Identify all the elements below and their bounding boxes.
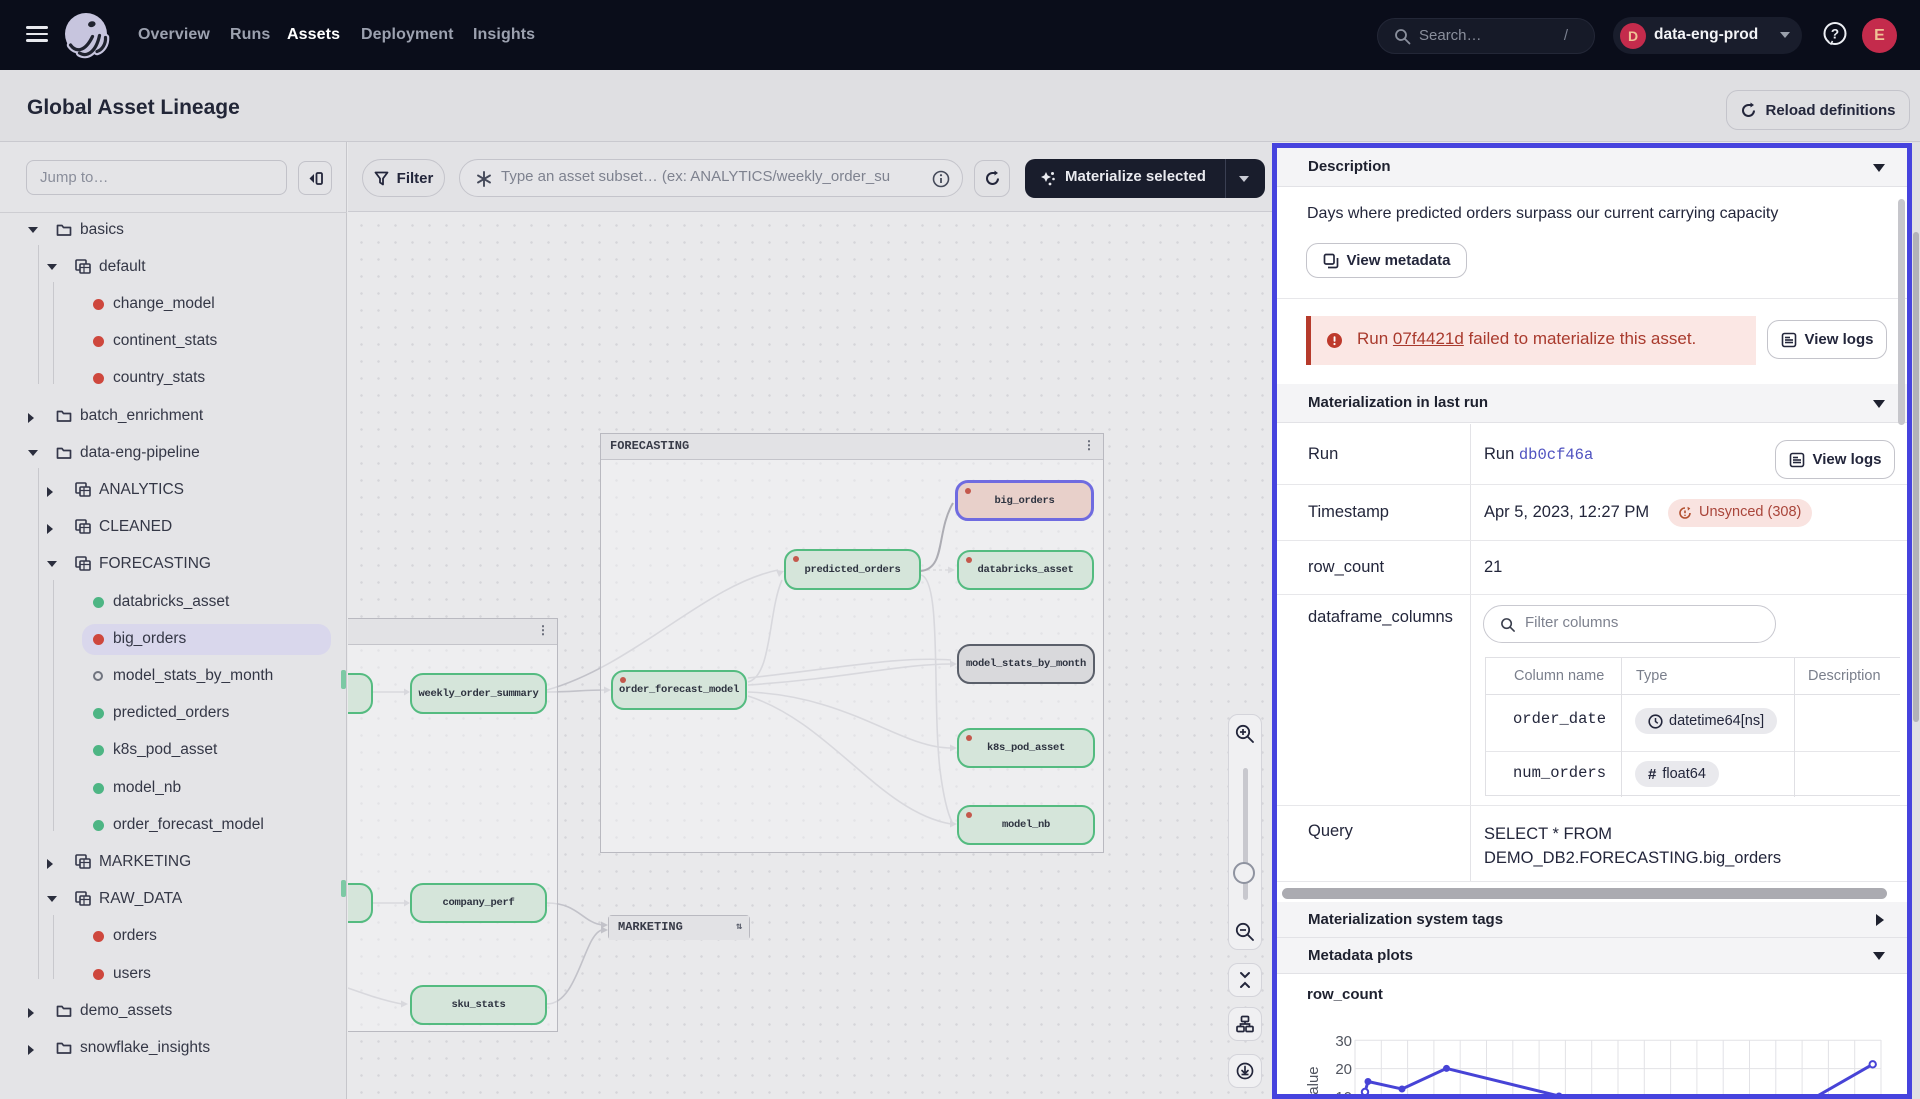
svg-text:20: 20: [1335, 1061, 1352, 1078]
svg-text:10: 10: [1335, 1089, 1352, 1094]
svg-text:30: 30: [1335, 1033, 1352, 1050]
svg-text:Value: Value: [1305, 1066, 1322, 1094]
svg-text:?: ?: [1831, 27, 1839, 42]
